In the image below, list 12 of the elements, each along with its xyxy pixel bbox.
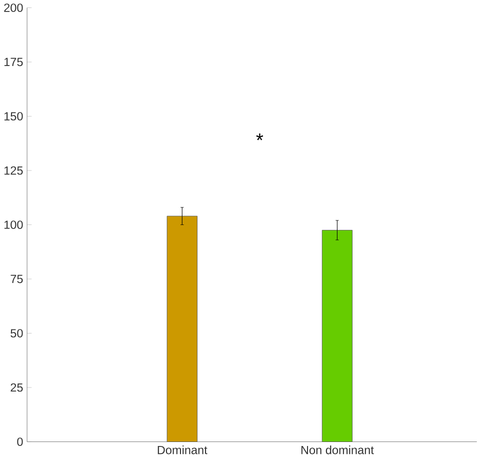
y-tick-label: 0: [17, 438, 23, 446]
y-tick-label: 200: [4, 4, 23, 12]
y-tick-label: 125: [4, 166, 23, 175]
x-tick-label: Non dominant: [301, 446, 374, 454]
y-tick-label: 175: [4, 58, 23, 66]
y-tick-label: 50: [10, 329, 23, 338]
y-tick-label: 25: [10, 383, 23, 392]
y-tick-label: 75: [10, 275, 23, 284]
annotation: *: [256, 134, 264, 140]
y-tick-label: 150: [4, 112, 23, 121]
x-tick-label: Dominant: [158, 446, 208, 454]
y-tick-label: 100: [4, 220, 23, 230]
